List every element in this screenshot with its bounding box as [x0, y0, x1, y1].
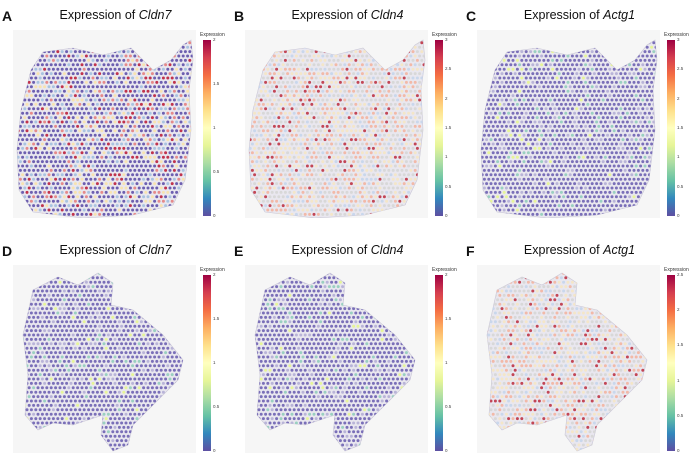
colorbar-title: Expression: [664, 267, 689, 273]
panel-letter: B: [234, 8, 245, 24]
colorbar-tick: 2.5: [677, 272, 684, 277]
colorbar-title: Expression: [200, 267, 225, 273]
spatial-plot: [254, 272, 416, 452]
colorbar-title: Expression: [432, 267, 457, 273]
spatial-plot: [480, 39, 658, 218]
colorbar-tick: 1: [213, 360, 216, 365]
panel-title: Expression of Cldn7: [0, 8, 231, 22]
panel-letter: D: [2, 243, 13, 259]
colorbar-tick: 0: [677, 448, 680, 453]
panel-letter: F: [466, 243, 475, 259]
spatial-plot: [486, 272, 648, 452]
title-prefix: Expression of: [523, 8, 604, 22]
panel-letter: E: [234, 243, 244, 259]
tissue-section-image: [245, 265, 428, 453]
colorbar-tick: 0.5: [677, 412, 684, 418]
colorbar-tick: 0: [213, 448, 216, 453]
colorbar-tick: 2: [677, 95, 680, 101]
colorbar: [667, 40, 675, 216]
title-prefix: Expression of: [291, 8, 371, 22]
colorbar-tick: 0: [445, 213, 448, 218]
panel-title: Expression of Cldn4: [232, 8, 463, 22]
panel-f: F Expression of Actg1 Expression 2.5 2 1.5 1 0.…: [464, 235, 695, 469]
panel-b: B Expression of Cldn4 Expression 3 2.5 2 1.5 1 0…: [232, 0, 463, 234]
colorbar-tick: 1: [213, 125, 216, 130]
colorbar-tick: 0.5: [445, 404, 452, 409]
colorbar-tick: 2: [677, 307, 680, 313]
colorbar-tick: 2: [445, 95, 448, 101]
colorbar: [203, 40, 211, 216]
colorbar-tick: 1.5: [445, 125, 452, 130]
colorbar: [435, 40, 443, 216]
panel-letter: A: [2, 8, 13, 24]
colorbar-tick: 1.5: [213, 316, 220, 321]
tissue-section-image: [245, 30, 428, 218]
panel-c: C Expression of Actg1 Expression 3 2.5 2 1.5 1 0…: [464, 0, 695, 234]
tissue-section-image: [477, 30, 660, 218]
tissue-section-image: [13, 265, 196, 453]
colorbar-tick: 1.5: [677, 125, 684, 130]
gene-name: Cldn4: [370, 243, 404, 257]
colorbar-tick: 1.5: [445, 316, 452, 321]
colorbar-tick: 3: [445, 37, 448, 42]
gene-name: Cldn7: [138, 243, 172, 257]
colorbar-tick: 0.5: [445, 183, 452, 189]
gene-name: Actg1: [603, 243, 636, 257]
colorbar-tick: 1.5: [677, 342, 684, 348]
panel-e: E Expression of Cldn4 Expression 2 1.5 1 0.5 0: [232, 235, 463, 469]
colorbar-tick: 0: [213, 213, 216, 218]
colorbar: [435, 275, 443, 451]
spatial-plot: [22, 272, 184, 452]
gene-name: Actg1: [603, 8, 636, 22]
tissue-outline: [16, 39, 194, 218]
colorbar-tick: 3: [677, 37, 680, 42]
tissue-outline: [480, 39, 658, 218]
colorbar: [203, 275, 211, 451]
colorbar-tick: 0.5: [213, 404, 220, 409]
colorbar-tick: 0.5: [213, 169, 220, 174]
colorbar-tick: 2: [445, 272, 448, 277]
panel-title: Expression of Actg1: [464, 243, 695, 257]
colorbar-tick: 2.5: [677, 66, 684, 72]
colorbar-tick: 1: [677, 377, 680, 383]
colorbar-title: Expression: [664, 32, 689, 38]
panel-title: Expression of Actg1: [464, 8, 695, 22]
colorbar-tick: 1.5: [213, 81, 220, 86]
colorbar-tick: 1: [445, 154, 448, 160]
colorbar-tick: 1: [445, 360, 448, 365]
panel-a: A Expression of Cldn7 Expression 2 1.5 1 0.5 0: [0, 0, 231, 234]
colorbar-tick: 0.5: [677, 183, 684, 189]
spatial-plot: [16, 39, 194, 218]
title-prefix: Expression of: [59, 243, 139, 257]
colorbar-title: Expression: [432, 32, 457, 38]
colorbar-tick: 2.5: [445, 66, 452, 72]
gene-name: Cldn7: [138, 8, 172, 22]
colorbar-tick: 2: [213, 37, 216, 42]
title-prefix: Expression of: [291, 243, 371, 257]
tissue-section-image: [477, 265, 660, 453]
colorbar-title: Expression: [200, 32, 225, 38]
colorbar-tick: 0: [677, 213, 680, 218]
colorbar-tick: 0: [445, 448, 448, 453]
panel-title: Expression of Cldn7: [0, 243, 231, 257]
colorbar-tick: 1: [677, 154, 680, 160]
colorbar-tick: 2: [213, 272, 216, 277]
panel-title: Expression of Cldn4: [232, 243, 463, 257]
spatial-plot: [248, 39, 426, 218]
panel-letter: C: [466, 8, 477, 24]
colorbar: [667, 275, 675, 451]
tissue-section-image: [13, 30, 196, 218]
title-prefix: Expression of: [523, 243, 604, 257]
gene-name: Cldn4: [370, 8, 404, 22]
tissue-outline: [248, 39, 426, 218]
panel-d: D Expression of Cldn7 Expression 2 1.5 1 0.5 0: [0, 235, 231, 469]
title-prefix: Expression of: [59, 8, 139, 22]
